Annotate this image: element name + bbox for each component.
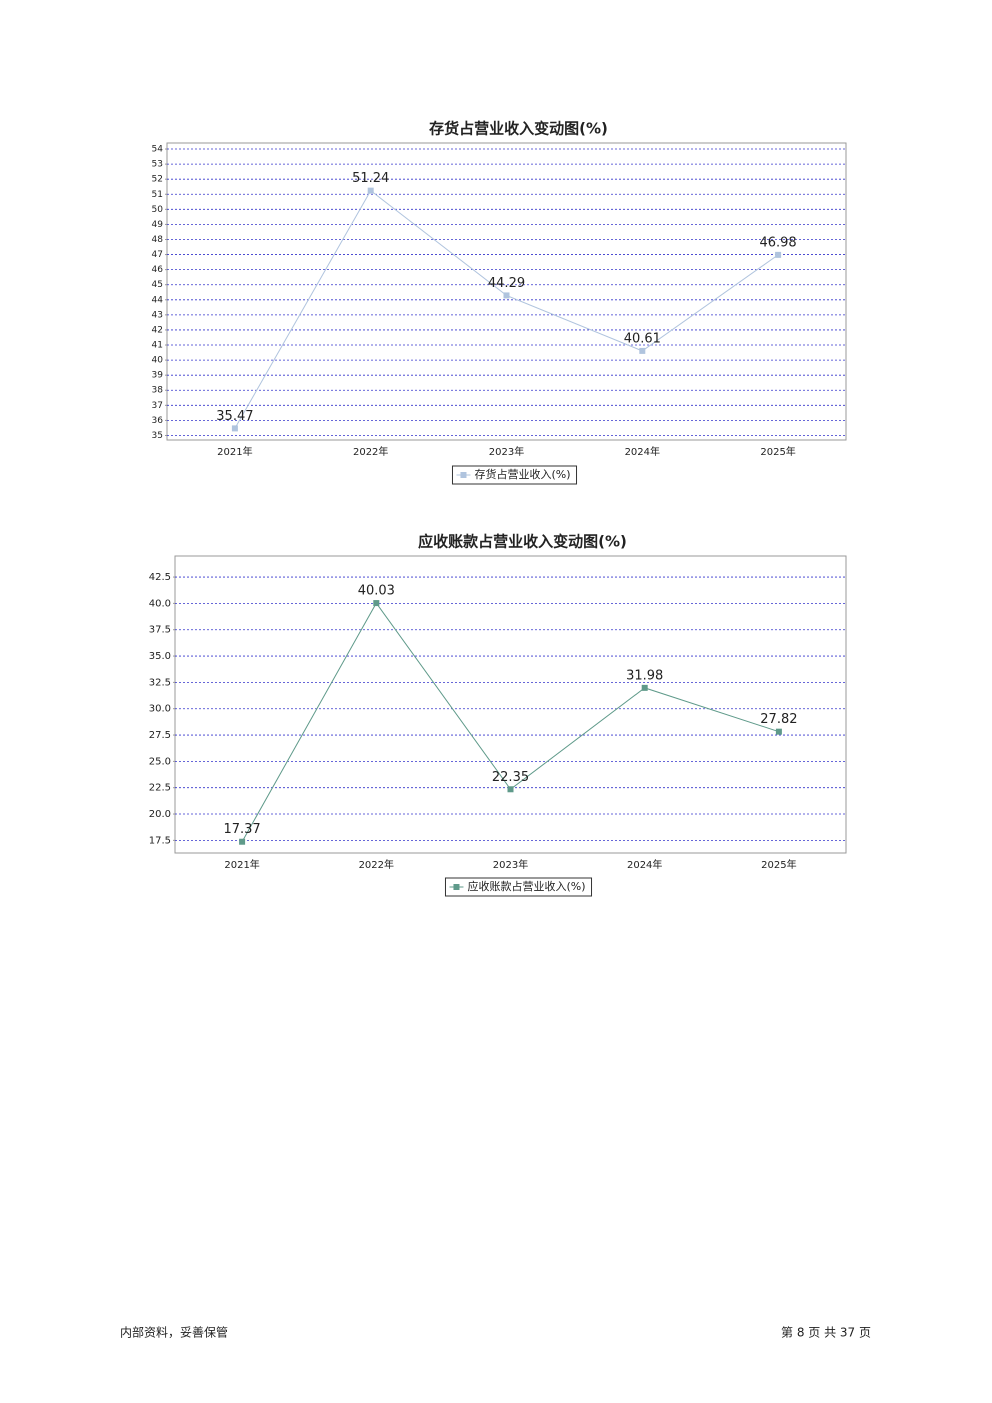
- y-tick-label: 50: [152, 205, 164, 215]
- y-tick-label: 46: [152, 265, 164, 275]
- y-tick-label: 37.5: [149, 625, 171, 636]
- y-tick-label: 27.5: [149, 730, 171, 741]
- data-label: 40.61: [624, 331, 661, 346]
- x-tick-label: 2025年: [761, 858, 796, 871]
- point-marker: [367, 187, 374, 194]
- chart-title: 存货占营业收入变动图(%): [429, 120, 608, 138]
- y-tick-label: 35.0: [149, 651, 171, 662]
- point-marker: [775, 251, 782, 258]
- y-tick-label: 40: [152, 356, 164, 366]
- y-tick-label: 32.5: [149, 677, 171, 688]
- y-tick-label: 47: [152, 250, 163, 260]
- y-tick-label: 54: [152, 145, 164, 155]
- x-tick-label: 2023年: [493, 858, 528, 871]
- legend-marker: [460, 472, 467, 478]
- footer-page: 第 8 页 共 37 页: [781, 1326, 871, 1340]
- data-label: 44.29: [488, 276, 525, 291]
- point-marker: [641, 684, 648, 691]
- x-tick-label: 2025年: [760, 445, 795, 458]
- y-tick-label: 17.5: [149, 835, 171, 846]
- data-label: 51.24: [352, 171, 389, 186]
- y-tick-label: 38: [152, 386, 164, 396]
- data-label: 40.03: [358, 584, 395, 599]
- data-label: 22.35: [492, 770, 529, 785]
- y-tick-label: 51: [152, 190, 163, 200]
- point-marker: [507, 786, 514, 793]
- point-marker: [639, 347, 646, 354]
- data-label: 31.98: [626, 668, 663, 683]
- x-tick-label: 2024年: [625, 445, 660, 458]
- y-tick-label: 49: [152, 220, 164, 230]
- y-tick-label: 22.5: [149, 783, 171, 794]
- y-tick-label: 45: [152, 280, 163, 290]
- legend-marker: [453, 884, 460, 890]
- x-tick-label: 2023年: [489, 445, 524, 458]
- x-tick-label: 2021年: [224, 858, 259, 871]
- y-tick-label: 52: [152, 175, 163, 185]
- y-tick-label: 37: [152, 401, 163, 411]
- y-tick-label: 39: [152, 371, 164, 381]
- y-tick-label: 36: [152, 416, 164, 426]
- y-tick-label: 53: [152, 160, 163, 170]
- x-tick-label: 2024年: [627, 858, 662, 871]
- point-marker: [373, 600, 380, 607]
- y-tick-label: 25.0: [149, 756, 171, 767]
- y-tick-label: 40.0: [149, 598, 171, 609]
- data-label: 46.98: [759, 235, 796, 250]
- y-tick-label: 43: [152, 310, 163, 320]
- footer-left: 内部资料，妥善保管: [120, 1325, 228, 1340]
- x-tick-label: 2021年: [217, 445, 252, 458]
- point-marker: [503, 292, 510, 299]
- legend-label: 存货占营业收入(%): [474, 467, 570, 481]
- legend-label: 应收账款占营业收入(%): [467, 879, 585, 893]
- legend-box: [444, 877, 593, 897]
- x-tick-label: 2022年: [359, 858, 394, 871]
- point-marker: [775, 728, 782, 735]
- legend-box: [451, 465, 578, 485]
- data-label: 17.37: [223, 822, 260, 837]
- plot-area: [174, 555, 847, 854]
- y-tick-label: 42.5: [149, 572, 171, 583]
- y-tick-label: 35: [152, 431, 163, 441]
- data-label: 35.47: [216, 409, 253, 424]
- x-tick-label: 2022年: [353, 445, 388, 458]
- y-tick-label: 48: [152, 235, 164, 245]
- y-tick-label: 20.0: [149, 809, 171, 820]
- plot-area: [166, 142, 847, 441]
- y-tick-label: 42: [152, 325, 163, 335]
- point-marker: [239, 838, 246, 845]
- data-label: 27.82: [760, 712, 797, 727]
- y-tick-label: 44: [152, 295, 164, 305]
- chart-title: 应收账款占营业收入变动图(%): [418, 533, 627, 551]
- y-tick-label: 41: [152, 341, 163, 351]
- point-marker: [231, 425, 238, 432]
- y-tick-label: 30.0: [149, 704, 171, 715]
